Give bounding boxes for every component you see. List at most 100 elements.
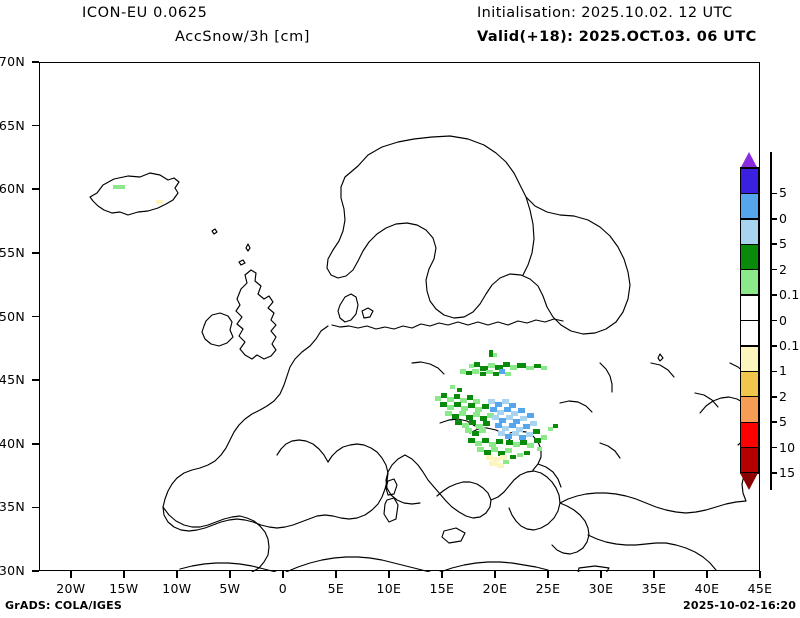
- lat-tick: [32, 188, 39, 191]
- colorbar-band: [740, 218, 759, 245]
- colorbar-label: 5: [779, 414, 788, 430]
- colorbar-label: 5: [779, 185, 788, 201]
- lat-tick: [32, 315, 39, 318]
- valid-time: Valid(+18): 2025.OCT.03. 06 UTC: [477, 29, 757, 45]
- lon-tick: [441, 571, 443, 578]
- lon-label: 25E: [535, 581, 561, 596]
- lat-tick: [32, 379, 39, 381]
- colorbar-band: [740, 295, 759, 321]
- lat-tick: [32, 252, 39, 254]
- colorbar-separator: [740, 269, 759, 271]
- colorbar-band: [740, 447, 759, 473]
- initialisation-time: Initialisation: 2025.10.02. 12 UTC: [477, 5, 733, 21]
- lon-tick: [70, 571, 72, 578]
- colorbar-separator: [740, 218, 759, 220]
- colorbar-separator: [740, 294, 759, 296]
- colorbar-icon[interactable]: [740, 167, 759, 474]
- lat-label: 65N: [0, 117, 25, 133]
- colorbar-tick: [770, 472, 777, 474]
- lon-tick: [494, 571, 496, 578]
- lon-tick: [123, 571, 125, 578]
- colorbar-label: 1: [779, 363, 788, 379]
- colorbar-tick: [770, 218, 777, 220]
- lon-label: 20E: [482, 581, 508, 596]
- colorbar-separator: [740, 345, 759, 347]
- colorbar-label: 0: [779, 210, 788, 226]
- colorbar-tick: [770, 421, 777, 423]
- colorbar-separator: [740, 243, 759, 245]
- colorbar-label: 10: [779, 439, 796, 455]
- lon-label: 15E: [429, 581, 455, 596]
- colorbar-band: [740, 269, 759, 296]
- lat-label: 35N: [0, 499, 25, 515]
- colorbar-separator: [740, 319, 759, 322]
- lon-label: 5E: [327, 581, 345, 596]
- lat-tick: [32, 61, 39, 63]
- colorbar-tick: [770, 446, 777, 449]
- lon-label: 5W: [219, 581, 241, 596]
- lon-tick: [176, 571, 178, 578]
- accsnow-field: [113, 185, 558, 468]
- model-title: ICON-EU 0.0625: [82, 5, 208, 21]
- colorbar-band: [740, 396, 759, 423]
- colorbar-separator: [740, 446, 759, 449]
- colorbar-tick: [770, 294, 777, 296]
- lon-label: 30E: [588, 581, 614, 596]
- colorbar-separator: [740, 370, 759, 373]
- colorbar-label: 15: [779, 465, 796, 480]
- colorbar-separator: [740, 396, 759, 398]
- lon-label: 40E: [694, 581, 720, 596]
- lon-label: 45E: [747, 581, 773, 596]
- lat-label: 40N: [0, 435, 25, 451]
- lat-label: 30N: [0, 563, 25, 578]
- colorbar-separator: [740, 192, 759, 195]
- colorbar-band: [740, 193, 759, 219]
- grads-credit: GrADS: COLA/IGES: [5, 599, 122, 612]
- lat-label: 50N: [0, 308, 25, 324]
- variable-label: AccSnow/3h [cm]: [175, 29, 311, 45]
- lon-tick: [759, 571, 761, 578]
- lat-tick: [32, 124, 39, 127]
- colorbar-separator: [740, 167, 759, 169]
- colorbar-tick: [770, 192, 777, 195]
- colorbar-label: 2: [779, 261, 788, 277]
- colorbar-label: 0: [779, 312, 788, 328]
- lon-label: 0: [278, 581, 287, 596]
- lon-label: 10E: [376, 581, 402, 596]
- colorbar-tick: [770, 395, 777, 398]
- colorbar-label: 5: [779, 236, 788, 252]
- colorbar-band: [740, 371, 759, 397]
- lat-label: 60N: [0, 181, 25, 197]
- colorbar-band: [740, 345, 759, 372]
- lat-tick: [32, 506, 39, 509]
- lon-tick: [600, 571, 602, 578]
- lon-label: 20W: [56, 581, 86, 596]
- colorbar-label: 2: [779, 388, 788, 404]
- lon-tick: [547, 571, 549, 578]
- colorbar-band: [740, 168, 759, 194]
- colorbar-label: 0.1: [779, 287, 800, 303]
- colorbar-separator: [740, 421, 759, 423]
- colorbar-label: 0.1: [779, 337, 800, 353]
- map-icon: [89, 135, 755, 572]
- colorbar-under-arrow: [740, 473, 758, 490]
- colorbar-band: [740, 244, 759, 270]
- render-timestamp: 2025-10-02-16:20: [683, 599, 797, 612]
- lat-label: 45N: [0, 372, 25, 388]
- lon-label: 15W: [109, 581, 139, 596]
- lat-tick: [32, 570, 39, 572]
- colorbar-tick: [770, 243, 777, 246]
- lon-tick: [282, 571, 284, 578]
- lon-label: 35E: [641, 581, 667, 596]
- lon-label: 10W: [162, 581, 192, 596]
- lat-tick: [32, 442, 39, 445]
- colorbar-tick: [770, 268, 777, 271]
- colorbar-band: [740, 422, 759, 448]
- lon-tick: [388, 571, 390, 578]
- lon-tick: [706, 571, 708, 578]
- colorbar-over-arrow: [740, 152, 758, 169]
- lon-tick: [653, 571, 655, 578]
- map-plot-area[interactable]: [39, 62, 760, 572]
- colorbar-tick: [770, 345, 777, 347]
- lon-tick: [335, 571, 337, 578]
